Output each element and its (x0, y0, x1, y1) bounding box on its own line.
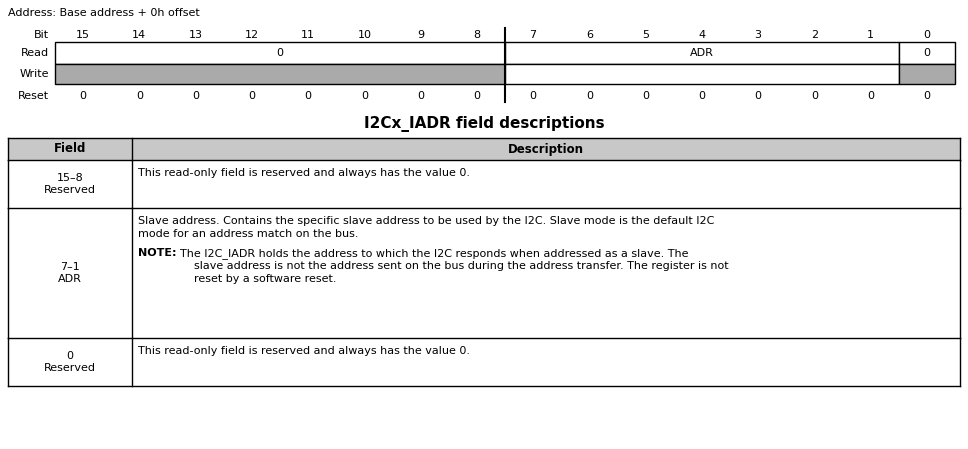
Text: 7: 7 (529, 30, 536, 40)
Text: 0: 0 (417, 91, 424, 101)
Text: This read-only field is reserved and always has the value 0.: This read-only field is reserved and alw… (137, 168, 469, 178)
Bar (505, 64, 898, 84)
Text: Address: Base address + 0h offset: Address: Base address + 0h offset (8, 8, 199, 18)
Text: Write: Write (19, 69, 49, 79)
Text: ADR: ADR (690, 48, 713, 58)
Bar (55, 42, 505, 64)
Text: 0: 0 (867, 91, 874, 101)
Text: 6: 6 (586, 30, 592, 40)
Text: 0: 0 (642, 91, 650, 101)
Text: 3: 3 (755, 30, 762, 40)
Text: 0: 0 (79, 91, 86, 101)
Text: 15–8
Reserved: 15–8 Reserved (44, 173, 96, 195)
Text: 0: 0 (192, 91, 199, 101)
Text: 2: 2 (811, 30, 818, 40)
Text: Bit: Bit (34, 30, 49, 40)
Text: 8: 8 (473, 30, 480, 40)
Text: 0: 0 (136, 91, 143, 101)
Text: 15: 15 (76, 30, 90, 40)
Text: mode for an address match on the bus.: mode for an address match on the bus. (137, 229, 358, 239)
Text: 0: 0 (277, 48, 284, 58)
Text: 0: 0 (811, 91, 818, 101)
Text: 0: 0 (473, 91, 480, 101)
Text: 4: 4 (698, 30, 706, 40)
Text: 0: 0 (923, 30, 930, 40)
Text: 0: 0 (923, 91, 930, 101)
Text: 0: 0 (305, 91, 312, 101)
Text: 9: 9 (417, 30, 424, 40)
Text: 13: 13 (189, 30, 202, 40)
Bar (505, 42, 898, 64)
Text: 11: 11 (301, 30, 316, 40)
Text: 0: 0 (698, 91, 706, 101)
Text: This read-only field is reserved and always has the value 0.: This read-only field is reserved and alw… (137, 346, 469, 356)
Bar (898, 42, 955, 64)
Text: Field: Field (53, 142, 86, 155)
Text: 7–1
ADR: 7–1 ADR (58, 262, 82, 284)
Text: 0: 0 (529, 91, 536, 101)
Bar (8, 138, 960, 160)
Text: slave address is not the address sent on the bus during the address transfer. Th: slave address is not the address sent on… (194, 261, 728, 271)
Bar (898, 64, 955, 84)
Text: I2Cx_IADR field descriptions: I2Cx_IADR field descriptions (364, 116, 604, 132)
Text: 10: 10 (357, 30, 372, 40)
Text: Slave address. Contains the specific slave address to be used by the I2C. Slave : Slave address. Contains the specific sla… (137, 216, 714, 226)
Text: 0: 0 (923, 48, 930, 58)
Bar (55, 64, 505, 84)
Text: 0: 0 (755, 91, 762, 101)
Text: Description: Description (508, 142, 584, 155)
Text: 0
Reserved: 0 Reserved (44, 351, 96, 373)
Text: 1: 1 (867, 30, 874, 40)
Text: NOTE:: NOTE: (137, 248, 176, 258)
Text: reset by a software reset.: reset by a software reset. (194, 274, 336, 284)
Text: Read: Read (21, 48, 49, 58)
Text: 14: 14 (133, 30, 146, 40)
Text: 0: 0 (361, 91, 368, 101)
Text: The I2C_IADR holds the address to which the I2C responds when addressed as a sla: The I2C_IADR holds the address to which … (180, 248, 688, 259)
Text: Reset: Reset (17, 91, 49, 101)
Text: 0: 0 (249, 91, 256, 101)
Text: 12: 12 (245, 30, 258, 40)
Text: 0: 0 (586, 91, 592, 101)
Text: 5: 5 (642, 30, 650, 40)
